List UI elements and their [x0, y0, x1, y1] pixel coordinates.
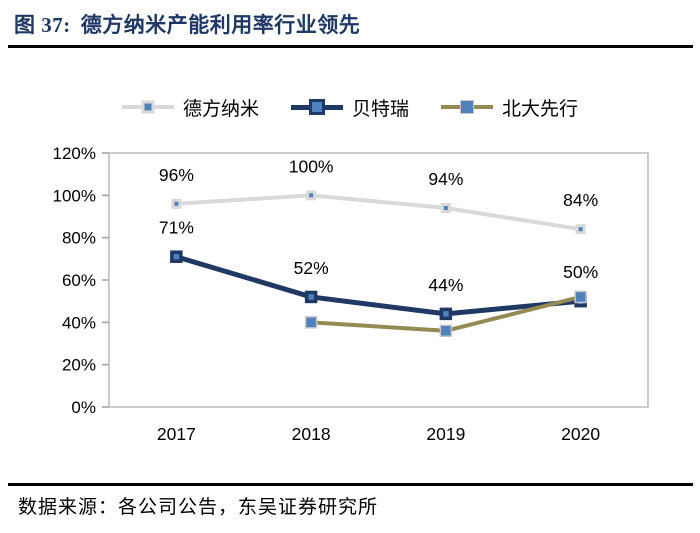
- chart-legend: 德方纳米 贝特瑞 北大先行: [0, 94, 700, 120]
- chart-svg: 0% 20% 40% 60% 80% 100% 120% 2017 2018 2019 2020 96…: [53, 144, 649, 444]
- legend-square-icon: [460, 100, 474, 114]
- y-axis-label: 100%: [53, 186, 96, 205]
- series-1-data-label: 71%: [159, 218, 194, 238]
- legend-marker-icon: [290, 99, 343, 115]
- y-axis-label: 80%: [62, 229, 96, 248]
- series-1-line: [175, 254, 581, 317]
- series-0-data-label: 96%: [159, 165, 194, 185]
- y-axis-label: 0%: [71, 398, 96, 417]
- legend-item-2: 北大先行: [441, 94, 578, 121]
- y-axis-label: 20%: [62, 356, 96, 375]
- series-0-data-label: 94%: [428, 169, 463, 189]
- y-axis-label: 40%: [62, 313, 96, 332]
- series-0-data-label: 84%: [563, 190, 598, 210]
- series-0-line: [176, 193, 581, 232]
- series-1-data-label: 44%: [428, 275, 463, 295]
- legend-square-icon: [308, 99, 325, 115]
- legend-square-icon: [141, 100, 155, 114]
- series-2-marker: [304, 316, 318, 329]
- series-1-marker: [304, 290, 318, 304]
- x-axis-label: 2017: [157, 424, 196, 444]
- series-1-marker: [439, 307, 453, 321]
- legend-item-0: 德方纳米: [121, 94, 259, 121]
- legend-label: 德方纳米: [182, 98, 259, 120]
- legend-label: 北大先行: [502, 98, 579, 120]
- legend-marker-icon: [441, 100, 493, 114]
- series-0-marker: [575, 224, 586, 235]
- y-axis-label: 60%: [62, 271, 96, 290]
- series-1-data-label: 52%: [294, 258, 329, 278]
- series-2-marker: [439, 324, 453, 338]
- data-source: 数据来源：各公司公告，东吴证券研究所: [18, 497, 379, 518]
- figure-title-text: 德方纳米产能利用率行业领先: [80, 13, 361, 37]
- series-0-marker: [440, 203, 451, 214]
- x-axis-label: 2019: [426, 424, 465, 444]
- footer-divider: [8, 483, 693, 486]
- series-0-marker: [171, 198, 182, 209]
- title-divider: [8, 45, 693, 48]
- series-1-data-label: 50%: [563, 262, 598, 282]
- figure-title: 图 37: 德方纳米产能利用率行业领先: [14, 9, 690, 39]
- series-0-data-label: 100%: [289, 156, 334, 176]
- legend-marker-icon: [121, 100, 174, 114]
- series-2-marker: [574, 290, 587, 304]
- series-1-marker: [170, 250, 183, 263]
- legend-label: 贝特瑞: [351, 98, 409, 120]
- figure-number: 图 37:: [14, 13, 71, 37]
- series-0-marker: [306, 190, 317, 201]
- legend-item-1: 贝特瑞: [290, 94, 409, 121]
- x-axis-label: 2018: [292, 424, 331, 444]
- x-axis-label: 2020: [561, 424, 600, 444]
- y-axis-label: 120%: [53, 144, 96, 163]
